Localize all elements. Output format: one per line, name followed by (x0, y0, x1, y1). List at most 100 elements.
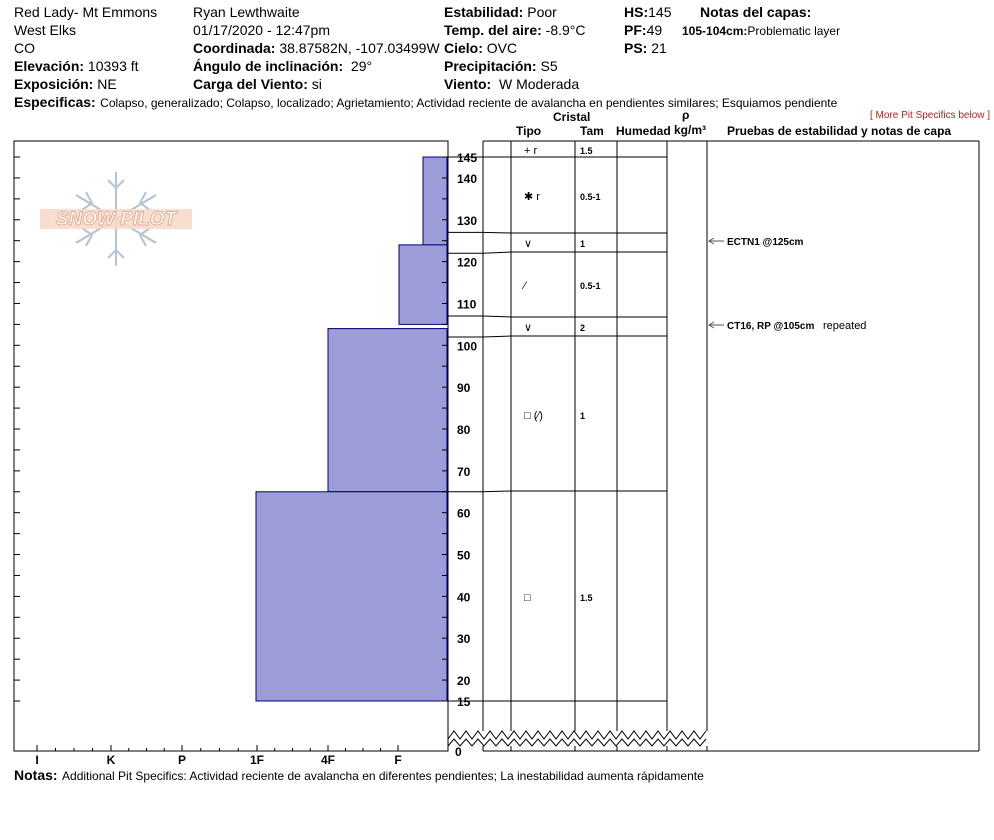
tipo-header: Tipo (516, 124, 542, 138)
ps-label: PS: (624, 40, 648, 56)
boundary-connector (482, 315, 512, 318)
hardness-bar-2 (327, 328, 448, 493)
depth-tick-label: 30 (457, 632, 471, 646)
depth-tick-label: 145 (457, 151, 477, 165)
hardness-tick-label: P (178, 753, 186, 767)
layer-notes-title: Notas del capas: (700, 4, 812, 20)
density-symbol: ρ (682, 108, 690, 122)
coordinate-label: Coordinada: (193, 40, 276, 56)
airtemp-value: -8.9°C (545, 22, 586, 38)
elevation-label: Elevación: (14, 58, 85, 74)
hardness-bar-0 (422, 156, 448, 246)
depth-tick-label: 130 (457, 214, 477, 228)
wind-value: W Moderada (498, 76, 580, 92)
tam-header: Tam (580, 124, 604, 138)
hardness-tick-label: I (35, 753, 38, 767)
layer-note: 105-104cm:Problematic layer (682, 25, 840, 37)
depth-tick-label: 90 (457, 381, 471, 395)
break-zigzag (447, 730, 707, 740)
cristal-header: Cristal (553, 110, 591, 124)
depth-tick-label: 50 (457, 549, 471, 563)
grain-size-value: 1.5 (580, 146, 593, 156)
aspect-row: Exposición: NE (14, 77, 117, 91)
tests-header: Pruebas de estabilidad y notas de capa (727, 124, 952, 138)
depth-tick-label: 80 (457, 423, 471, 437)
test-arrow-head (708, 237, 715, 245)
wind-label: Viento: (444, 76, 492, 92)
hardness-profile (255, 156, 448, 702)
depth-tick-label: 20 (457, 674, 471, 688)
logo-text: SNOW PILOT (56, 209, 178, 230)
test-arrow-head (708, 321, 715, 329)
depth-zero-label: 0 (455, 745, 462, 759)
boundary-connector (482, 231, 512, 234)
depth-tick-label: 120 (457, 256, 477, 270)
windload-row: Carga del Viento: si (193, 77, 322, 91)
depth-tick-label: 15 (457, 695, 471, 709)
wind-row: Viento: W Moderada (444, 77, 579, 91)
slope-row: Ángulo de inclinación: 29° (193, 59, 372, 73)
depth-tick-label: 60 (457, 507, 471, 521)
more-specifics-link[interactable]: [ More Pit Specifics below ] (870, 110, 991, 121)
depth-tick-label: 100 (457, 339, 477, 353)
precip-row: Precipitación: S5 (444, 59, 558, 73)
grain-type-symbol: ∨ (524, 322, 532, 334)
windload-label: Carga del Viento: (193, 76, 308, 92)
grain-type-symbol: + r (524, 145, 537, 157)
test-note: repeated (823, 320, 866, 332)
coordinate-row: Coordinada: 38.87582N, -107.03499W (193, 41, 440, 55)
grain-size-value: 2 (580, 323, 585, 333)
airtemp-label: Temp. del aire: (444, 22, 542, 38)
notes-label: Notas: (14, 767, 58, 783)
grain-type-symbol: ∨ (524, 238, 532, 250)
aspect-label: Exposición: (14, 76, 94, 92)
ps-row: PS: 21 (624, 41, 667, 55)
pf-row: PF:49 (624, 23, 662, 37)
aspect-value: NE (97, 76, 117, 92)
stability-label: Estabilidad: (444, 4, 524, 20)
hardness-tick-label: K (107, 753, 116, 767)
state: CO (14, 40, 35, 56)
boundary-connector (482, 490, 512, 493)
grain-type-symbol: ∕ (521, 280, 528, 292)
test-result: CT16, RP @105cm (727, 321, 814, 332)
hardness-tick-label: 1F (250, 753, 264, 767)
slope-value: 29° (350, 58, 373, 74)
grain-type-symbol: □ (∕) (524, 410, 543, 422)
sky-label: Cielo: (444, 40, 483, 56)
date-time: 01/17/2020 - 12:47pm (193, 22, 330, 38)
precip-value: S5 (540, 58, 558, 74)
depth-tick-label: 40 (457, 590, 471, 604)
stability-tests: ECTN1 @125cm CT16, RP @105cm repeated (708, 237, 866, 332)
notes-row: Notas: Additional Pit Specifics: Activid… (14, 768, 704, 784)
density-unit: kg/m³ (674, 123, 707, 137)
sky-row: Cielo: OVC (444, 41, 517, 55)
specifics-label: Especificas: (14, 94, 96, 110)
specifics-text: Colapso, generalizado; Colapso, localiza… (100, 96, 838, 110)
hardness-tick-label: 4F (321, 753, 335, 767)
chart-frame: I K P 1F 4F F15203040506070809010011012013014… (13, 140, 980, 767)
coordinate-value: 38.87582N, -107.03499W (279, 40, 440, 56)
hardness-bar-3 (255, 491, 448, 702)
pf-value: 49 (646, 22, 663, 38)
pf-label: PF: (624, 22, 647, 38)
humedad-header: Humedad (616, 124, 671, 138)
layer-note-depth: 105-104cm: (682, 24, 748, 38)
elevation-value: 10393 ft (87, 58, 139, 74)
hs-row: HS:145 (624, 5, 671, 19)
ps-value: 21 (651, 40, 667, 56)
notes-text: Additional Pit Specifics: Actividad reci… (62, 769, 704, 783)
mountain-range: West Elks (14, 22, 76, 38)
grain-size-value: 1.5 (580, 593, 593, 603)
grain-size-value: 1 (580, 239, 585, 249)
grain-type-symbol: ✱ r (524, 191, 540, 203)
hardness-plot-border (13, 140, 449, 752)
logo-banner (40, 209, 192, 229)
elevation-row: Elevación: 10393 ft (14, 59, 139, 73)
depth-tick-label: 70 (457, 465, 471, 479)
depth-tick-label: 140 (457, 172, 477, 186)
depth-tick-label: 110 (457, 297, 477, 311)
stability-row: Estabilidad: Poor (444, 5, 557, 19)
specifics-row: Especificas: Colapso, generalizado; Cola… (14, 95, 837, 111)
precip-label: Precipitación: (444, 58, 537, 74)
